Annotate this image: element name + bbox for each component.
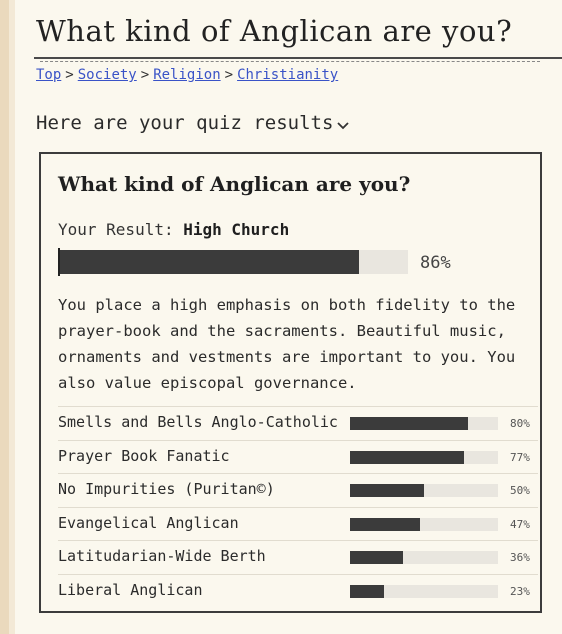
result-row-percent: 23% — [510, 584, 530, 598]
result-row-percent: 80% — [510, 417, 530, 430]
page-edge — [0, 0, 9, 634]
title-divider — [34, 57, 562, 59]
result-row-percent: 50% — [510, 484, 530, 497]
result-row-bar — [350, 450, 498, 464]
result-row-bar — [350, 417, 498, 430]
result-row-bar — [350, 584, 498, 598]
result-row: Latitudarian-Wide Berth 36% — [58, 540, 538, 574]
result-row-label: Liberal Anglican — [58, 580, 203, 599]
result-row-bar-fill — [350, 450, 464, 464]
result-row: No Impurities (Puritan©) 50% — [58, 473, 538, 507]
main-result-percent: 86% — [420, 253, 451, 273]
result-label: Your Result: — [58, 220, 174, 239]
result-row: Smells and Bells Anglo-Catholic 80% — [58, 406, 538, 440]
other-results-list: Smells and Bells Anglo-Catholic 80% Pray… — [58, 406, 538, 607]
main-result-bar-fill — [58, 250, 359, 274]
result-row-bar-fill — [350, 584, 385, 598]
title-divider-dashed — [40, 61, 540, 62]
main-result-bar-cap — [58, 248, 60, 276]
chevron-down-icon — [337, 121, 350, 129]
result-row-bar — [350, 551, 498, 564]
result-row-bar-fill — [350, 484, 424, 497]
breadcrumb: Top > Society > Religion > Christianity — [36, 67, 338, 83]
result-row: Prayer Book Fanatic 77% — [58, 439, 538, 474]
breadcrumb-separator: > — [140, 67, 150, 83]
result-row-bar-fill — [350, 417, 469, 430]
breadcrumb-link-religion[interactable]: Religion — [153, 67, 221, 83]
breadcrumb-link-top[interactable]: Top — [36, 67, 62, 83]
result-row-percent: 47% — [510, 517, 530, 531]
result-row-label: Smells and Bells Anglo-Catholic — [58, 413, 338, 431]
result-row-label: No Impurities (Puritan©) — [58, 480, 275, 498]
page-edge-shadow — [9, 0, 15, 634]
quiz-results-toggle-label: Here are your quiz results — [36, 112, 334, 134]
breadcrumb-separator: > — [65, 67, 74, 83]
result-row-percent: 36% — [510, 551, 530, 564]
result-row-bar-fill — [350, 517, 420, 531]
breadcrumb-separator: > — [224, 67, 234, 83]
main-result-bar — [58, 248, 408, 276]
result-row-percent: 77% — [510, 450, 530, 464]
breadcrumb-link-christianity[interactable]: Christianity — [237, 67, 339, 83]
result-row-label: Prayer Book Fanatic — [58, 446, 230, 465]
result-row-bar-fill — [350, 551, 404, 564]
result-row-bar — [350, 484, 498, 497]
result-description: You place a high emphasis on both fideli… — [58, 296, 516, 392]
quiz-results-toggle[interactable]: Here are your quiz results — [36, 112, 350, 134]
quiz-result-card: What kind of Anglican are you? Your Resu… — [39, 152, 542, 613]
breadcrumb-link-society[interactable]: Society — [77, 67, 137, 83]
result-row-label: Latitudarian-Wide Berth — [58, 547, 266, 565]
card-title: What kind of Anglican are you? — [58, 172, 411, 196]
result-row: Evangelical Anglican 47% — [58, 506, 538, 541]
page-title: What kind of Anglican are you? — [36, 14, 513, 48]
result-row-label: Evangelical Anglican — [58, 513, 239, 532]
result-row-bar — [350, 517, 498, 531]
result-value: High Church — [183, 220, 290, 239]
result-row: Liberal Anglican 23% — [58, 573, 538, 608]
result-line: Your Result: High Church — [58, 220, 289, 239]
